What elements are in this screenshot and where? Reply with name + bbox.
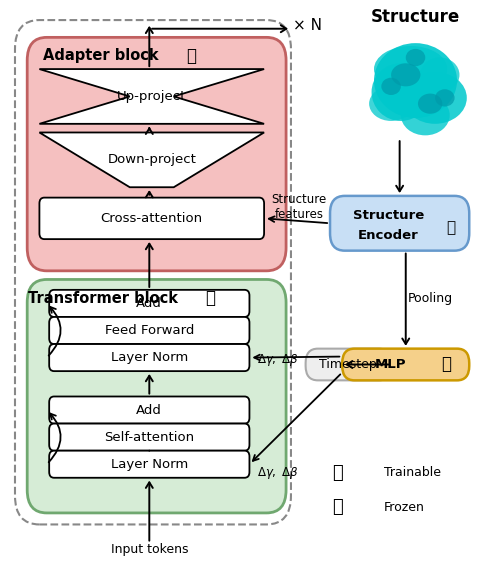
Text: Up-project: Up-project bbox=[117, 90, 186, 103]
Text: Transformer block: Transformer block bbox=[28, 291, 178, 306]
FancyBboxPatch shape bbox=[49, 424, 249, 450]
FancyBboxPatch shape bbox=[27, 279, 286, 513]
Text: Self-attention: Self-attention bbox=[104, 431, 194, 443]
Text: Feed Forward: Feed Forward bbox=[105, 324, 194, 337]
Text: Pooling: Pooling bbox=[408, 292, 453, 305]
Text: Frozen: Frozen bbox=[384, 501, 425, 514]
Text: 🧊: 🧊 bbox=[332, 498, 343, 516]
Ellipse shape bbox=[371, 63, 430, 121]
Text: Cross-attention: Cross-attention bbox=[101, 212, 203, 225]
Ellipse shape bbox=[435, 89, 454, 107]
Ellipse shape bbox=[369, 86, 413, 121]
FancyBboxPatch shape bbox=[306, 349, 391, 381]
Text: Structure: Structure bbox=[353, 208, 424, 222]
Text: Layer Norm: Layer Norm bbox=[111, 351, 188, 364]
FancyBboxPatch shape bbox=[27, 37, 286, 271]
Ellipse shape bbox=[403, 72, 467, 124]
Text: $\Delta\gamma,\ \Delta\beta$: $\Delta\gamma,\ \Delta\beta$ bbox=[257, 352, 299, 368]
Text: 🧊: 🧊 bbox=[447, 220, 455, 235]
FancyBboxPatch shape bbox=[49, 317, 249, 344]
FancyBboxPatch shape bbox=[342, 349, 469, 381]
Text: Add: Add bbox=[136, 297, 162, 310]
Ellipse shape bbox=[420, 58, 459, 92]
Text: Encoder: Encoder bbox=[358, 229, 419, 242]
Ellipse shape bbox=[374, 43, 457, 118]
Text: 🧊: 🧊 bbox=[206, 289, 215, 307]
Ellipse shape bbox=[381, 78, 401, 95]
Text: Layer Norm: Layer Norm bbox=[111, 457, 188, 471]
FancyBboxPatch shape bbox=[330, 196, 469, 251]
FancyBboxPatch shape bbox=[49, 396, 249, 424]
FancyBboxPatch shape bbox=[49, 344, 249, 371]
Text: Input tokens: Input tokens bbox=[111, 543, 188, 556]
FancyBboxPatch shape bbox=[49, 450, 249, 478]
Text: × N: × N bbox=[293, 19, 323, 33]
Ellipse shape bbox=[401, 95, 450, 136]
FancyBboxPatch shape bbox=[49, 290, 249, 317]
Text: Structure
features: Structure features bbox=[272, 193, 327, 221]
Text: 🔥: 🔥 bbox=[441, 356, 452, 374]
Polygon shape bbox=[40, 69, 264, 124]
Text: Down-project: Down-project bbox=[107, 154, 196, 166]
Text: Add: Add bbox=[136, 403, 162, 417]
Text: 🔥: 🔥 bbox=[186, 47, 196, 65]
Ellipse shape bbox=[406, 49, 425, 66]
Text: MLP: MLP bbox=[375, 358, 406, 371]
Text: Adapter block: Adapter block bbox=[42, 48, 158, 63]
Ellipse shape bbox=[418, 94, 443, 113]
Text: Trainable: Trainable bbox=[384, 466, 441, 479]
Text: $\Delta\gamma,\ \Delta\beta$: $\Delta\gamma,\ \Delta\beta$ bbox=[257, 464, 299, 481]
FancyBboxPatch shape bbox=[40, 198, 264, 239]
Polygon shape bbox=[40, 133, 264, 187]
Ellipse shape bbox=[391, 63, 420, 86]
Ellipse shape bbox=[374, 46, 447, 92]
Text: Structure: Structure bbox=[371, 8, 460, 26]
Text: Timestep: Timestep bbox=[320, 358, 377, 371]
Text: 🔥: 🔥 bbox=[332, 464, 343, 481]
